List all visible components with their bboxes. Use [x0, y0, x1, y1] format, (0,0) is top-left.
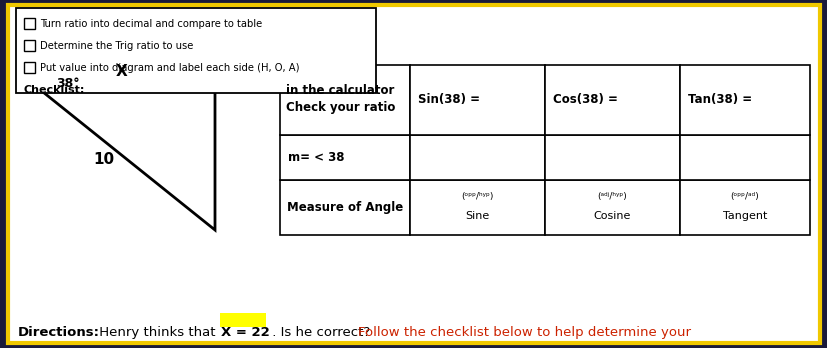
Text: Turn ratio into decimal and compare to table: Turn ratio into decimal and compare to t…: [40, 19, 262, 29]
Bar: [24, 40, 35, 51]
Text: m= < 38: m= < 38: [288, 151, 344, 164]
Bar: [544, 65, 679, 135]
Text: Henry thinks that: Henry thinks that: [95, 326, 219, 339]
Text: Determine the Trig ratio to use: Determine the Trig ratio to use: [40, 41, 194, 51]
Bar: [544, 180, 679, 235]
Text: Directions:: Directions:: [18, 326, 100, 339]
Text: . Is he correct?: . Is he correct?: [268, 326, 374, 339]
Bar: [16, 8, 375, 93]
Bar: [280, 65, 409, 135]
Bar: [280, 135, 409, 180]
Bar: [220, 313, 265, 327]
Text: Measure of Angle: Measure of Angle: [286, 201, 403, 214]
Text: Cos(38) =: Cos(38) =: [552, 94, 617, 106]
Text: Check your ratio: Check your ratio: [285, 102, 395, 114]
Bar: [409, 65, 544, 135]
Bar: [679, 180, 809, 235]
Text: in the calculator: in the calculator: [285, 84, 394, 96]
Text: 10: 10: [93, 152, 114, 167]
Text: X: X: [116, 64, 127, 79]
Text: X = 22: X = 22: [221, 326, 270, 339]
Bar: [544, 135, 679, 180]
Text: Sine: Sine: [465, 211, 489, 221]
Text: Tangent: Tangent: [722, 211, 767, 221]
Text: (ᵒᵖᵖ/ᵃᵈ): (ᵒᵖᵖ/ᵃᵈ): [729, 192, 758, 201]
Text: Follow the checklist below to help determine your: Follow the checklist below to help deter…: [357, 326, 691, 339]
Bar: [409, 180, 544, 235]
Text: (ᵃᵈʲ/ʰʸᵖ): (ᵃᵈʲ/ʰʸᵖ): [597, 192, 627, 201]
Text: Cosine: Cosine: [593, 211, 630, 221]
Bar: [679, 135, 809, 180]
Text: 38°: 38°: [56, 77, 79, 90]
Bar: [280, 180, 409, 235]
Text: Sin(38) =: Sin(38) =: [418, 94, 480, 106]
Bar: [409, 135, 544, 180]
Text: Checklist:: Checklist:: [24, 85, 85, 95]
Text: (ᵒᵖᵖ/ʰʸᵖ): (ᵒᵖᵖ/ʰʸᵖ): [461, 192, 493, 201]
Text: Put value into diagram and label each side (H, O, A): Put value into diagram and label each si…: [40, 63, 299, 73]
Text: Tan(38) =: Tan(38) =: [687, 94, 751, 106]
Bar: [24, 18, 35, 29]
Bar: [24, 62, 35, 73]
Bar: [679, 65, 809, 135]
